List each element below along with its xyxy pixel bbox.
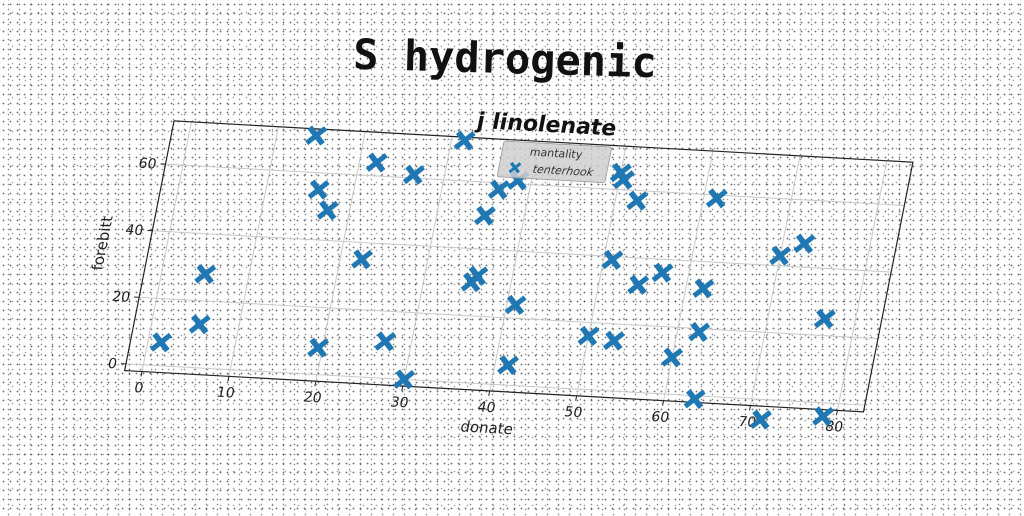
x-tick-label: 20: [302, 390, 323, 407]
data-point: [665, 351, 679, 364]
data-point: [378, 335, 392, 348]
x-tick: [836, 410, 837, 415]
data-point: [492, 183, 506, 196]
data-point: [501, 359, 515, 372]
data-point: [818, 313, 832, 326]
x-gridline: [229, 127, 278, 377]
y-tick-label: 0: [106, 356, 118, 372]
x-gridline: [750, 156, 799, 406]
data-point: [193, 318, 207, 331]
x-tick: [663, 401, 664, 406]
data-point: [655, 266, 669, 279]
data-point: [773, 249, 787, 262]
data-point: [370, 156, 384, 169]
data-point: [355, 253, 369, 266]
data-point: [478, 209, 492, 222]
x-tick: [750, 406, 751, 411]
x-tick: [315, 381, 316, 386]
y-tick-label: 40: [124, 222, 145, 239]
x-tick: [402, 386, 403, 391]
data-point: [692, 326, 706, 339]
data-point: [309, 129, 323, 142]
x-tick-label: 50: [563, 404, 584, 421]
x-tick-label: 30: [389, 395, 410, 412]
data-point: [816, 410, 830, 423]
data-point: [607, 334, 621, 347]
data-point: [321, 204, 335, 217]
data-point: [154, 336, 168, 349]
legend: mantality tenterhook: [497, 141, 612, 183]
x-axis-label: donate: [459, 418, 515, 439]
x-tick: [228, 376, 229, 381]
x-tick-label: 0: [133, 380, 145, 396]
data-point: [311, 341, 325, 354]
data-point: [311, 183, 325, 196]
y-gridline: [126, 364, 865, 405]
chart-title: j linolenate: [474, 108, 619, 141]
data-point: [457, 134, 471, 147]
x-tick-label: 60: [650, 409, 671, 426]
x-tick: [576, 396, 577, 401]
data-point: [508, 299, 522, 312]
data-point: [696, 282, 710, 295]
data-point: [198, 268, 212, 281]
x-tick-label: 40: [476, 399, 497, 416]
data-point: [797, 237, 811, 250]
data-point: [630, 194, 644, 207]
y-gridline: [139, 297, 878, 338]
y-tick-label: 60: [137, 156, 158, 173]
y-tick-label: 20: [111, 289, 132, 306]
x-gridline: [664, 151, 713, 401]
data-point: [710, 192, 724, 205]
data-point: [470, 270, 484, 283]
data-point: [687, 393, 701, 406]
data-point: [407, 168, 421, 181]
data-point: [581, 330, 595, 343]
x-tick-label: 10: [215, 385, 236, 402]
x-tick: [141, 372, 142, 377]
y-axis-label: forebitt: [88, 215, 117, 271]
data-point: [631, 279, 645, 292]
data-point: [605, 254, 619, 267]
x-tick: [489, 391, 490, 396]
x-gridline: [837, 161, 886, 411]
